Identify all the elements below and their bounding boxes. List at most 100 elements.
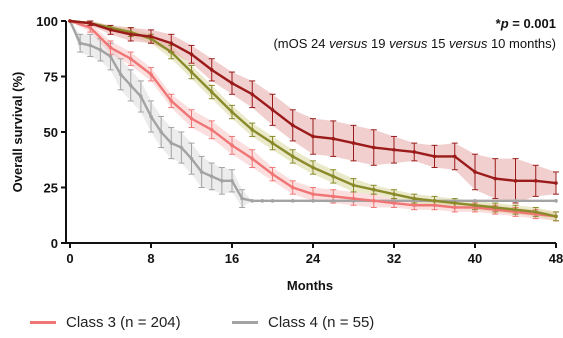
series-4-point bbox=[270, 199, 275, 203]
legend: Class 3 (n = 204) Class 4 (n = 55) bbox=[0, 314, 563, 338]
median-os-segment: versus bbox=[329, 36, 368, 51]
series-1-point bbox=[371, 145, 376, 150]
series-4-point bbox=[78, 41, 82, 45]
series-3-point bbox=[108, 45, 113, 50]
series-1-point bbox=[108, 28, 113, 32]
series-3-point bbox=[169, 99, 174, 103]
series-4-point bbox=[513, 199, 518, 203]
series-3-point bbox=[209, 127, 214, 132]
legend-swatch-class-4 bbox=[232, 321, 258, 324]
series-3-point bbox=[432, 203, 437, 208]
series-1-point bbox=[432, 154, 437, 159]
median-os-segment: versus bbox=[389, 36, 428, 51]
series-1-point bbox=[169, 41, 174, 45]
tick-marks: 0 8 16 24 32 40 48 0 25 50 75 100 bbox=[36, 14, 563, 266]
series-4-point bbox=[149, 114, 153, 119]
series-3-point bbox=[311, 192, 315, 196]
series-lines bbox=[68, 19, 558, 219]
series-1-point bbox=[513, 179, 518, 183]
series-4-point bbox=[88, 43, 93, 48]
series-4-point bbox=[139, 94, 143, 99]
series-2-point bbox=[371, 187, 376, 192]
series-2-point bbox=[209, 90, 214, 94]
x-tick-label: 24 bbox=[306, 251, 321, 266]
series-4-point bbox=[189, 156, 194, 161]
y-tick-label: 0 bbox=[51, 236, 58, 251]
series-1-point bbox=[149, 34, 153, 39]
series-2-point bbox=[250, 127, 255, 132]
y-tick-label: 75 bbox=[44, 70, 58, 85]
series-2-point bbox=[270, 141, 275, 145]
series-4-point bbox=[230, 179, 234, 183]
series-4-point bbox=[220, 179, 224, 183]
y-tick-label: 50 bbox=[44, 125, 58, 140]
series-3-point bbox=[452, 205, 457, 210]
series-1-point bbox=[412, 150, 417, 154]
x-tick-label: 32 bbox=[387, 251, 401, 266]
series-2-point bbox=[169, 50, 174, 54]
median-os-segment: 19 bbox=[367, 36, 389, 51]
series-4-point bbox=[290, 199, 295, 203]
series-4-point bbox=[179, 145, 184, 150]
series-4-point bbox=[311, 199, 315, 203]
series-4-point bbox=[473, 199, 477, 203]
series-4-point bbox=[240, 196, 244, 201]
series-1-point bbox=[250, 92, 255, 97]
series-2-point bbox=[351, 183, 356, 188]
series-2-point bbox=[554, 214, 558, 219]
series-3-point bbox=[250, 156, 255, 161]
series-1-point bbox=[351, 141, 356, 145]
series-2-point bbox=[452, 201, 457, 205]
x-tick-label: 8 bbox=[147, 251, 154, 266]
series-4-point bbox=[159, 130, 163, 134]
series-2-point bbox=[533, 210, 538, 214]
series-3-point bbox=[351, 196, 356, 201]
y-tick-label: 25 bbox=[44, 181, 58, 196]
series-3-point bbox=[189, 116, 194, 121]
series-1-point bbox=[270, 108, 275, 112]
legend-item-class-3: Class 3 (n = 204) bbox=[30, 314, 181, 331]
series-1-point bbox=[392, 147, 396, 152]
series-4-point bbox=[331, 199, 336, 203]
x-tick-label: 0 bbox=[66, 251, 73, 266]
p-value-prefix: * bbox=[496, 16, 502, 31]
legend-label-class-4: Class 4 (n = 55) bbox=[268, 314, 375, 331]
y-axis-title: Overall survival (%) bbox=[10, 72, 25, 193]
median-os-segment: versus bbox=[449, 36, 488, 51]
series-4-point bbox=[260, 199, 265, 203]
series-4-point bbox=[199, 170, 204, 174]
series-3-point bbox=[128, 56, 133, 61]
series-3-point bbox=[371, 199, 376, 203]
x-axis-title: Months bbox=[287, 278, 333, 293]
p-value-annotation: *p = 0.001 bbox=[496, 16, 556, 31]
series-2-point bbox=[311, 165, 315, 170]
series-1-point bbox=[290, 123, 295, 128]
series-3-point bbox=[412, 203, 417, 208]
series-3-point bbox=[392, 201, 396, 205]
series-4-point bbox=[98, 48, 103, 52]
x-tick-label: 48 bbox=[549, 251, 563, 266]
series-2-point bbox=[513, 207, 518, 212]
series-3-point bbox=[230, 143, 234, 148]
series-3-point bbox=[88, 25, 93, 30]
survival-chart: 0 8 16 24 32 40 48 0 25 50 75 100 Overall survival … bbox=[10, 14, 563, 293]
median-os-segment: (mOS 24 bbox=[273, 36, 329, 51]
series-1-point bbox=[209, 68, 214, 72]
series-2-point bbox=[189, 70, 194, 74]
series-3-point bbox=[149, 72, 153, 77]
series-1-point bbox=[128, 32, 133, 37]
series-1-point bbox=[493, 176, 498, 181]
series-1-point bbox=[88, 21, 93, 26]
p-value-rest: = 0.001 bbox=[509, 16, 556, 31]
series-4-point bbox=[108, 54, 113, 59]
series-4-point bbox=[169, 141, 174, 145]
series-2-point bbox=[290, 154, 295, 159]
x-tick-label: 16 bbox=[225, 251, 239, 266]
series-4-point bbox=[250, 199, 255, 203]
series-4-point bbox=[554, 199, 558, 203]
series-3-point bbox=[270, 172, 275, 176]
median-os-annotation: (mOS 24 versus 19 versus 15 versus 10 mo… bbox=[273, 36, 556, 51]
series-2-point bbox=[493, 205, 498, 210]
x-tick-label: 40 bbox=[468, 251, 482, 266]
series-1-point bbox=[452, 154, 457, 159]
